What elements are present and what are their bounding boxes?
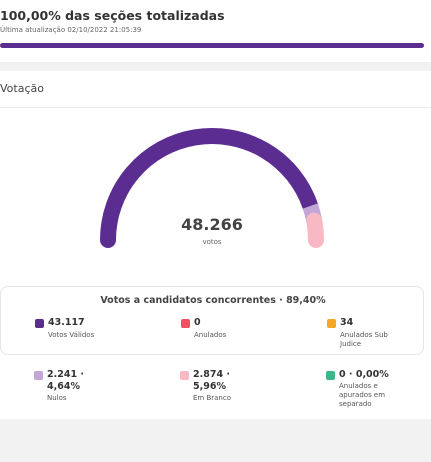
gauge-segment-votos-válidos (100, 128, 319, 248)
swatch-em-branco (180, 371, 189, 380)
swatch-anulados (181, 319, 190, 328)
stat-value-line1: 2.874 · (193, 369, 230, 380)
stat-value: 2.241 · 4,64% (47, 369, 137, 393)
stat-value-line2: 4,64% (47, 381, 80, 392)
stat-label: Anulados e apurados em separado (339, 382, 386, 408)
stat-label: Em Branco (193, 394, 232, 402)
stat-value: 43.117 (48, 317, 85, 328)
stat-label: Anulados Sub Judice (340, 331, 388, 348)
swatch-votos-validos (35, 319, 44, 328)
stat-label: Votos Válidos (48, 331, 95, 339)
stat-value: 2.874 · 5,96% (193, 369, 283, 393)
concorrentes-box: Votos a candidatos concorrentes · 89,40%… (0, 286, 424, 355)
header-panel: 100,00% das seções totalizadas Última at… (0, 0, 431, 62)
stat-label: Anulados (194, 331, 227, 339)
votes-gauge (100, 128, 324, 248)
stat-value-line1: 2.241 · (47, 369, 84, 380)
sections-totalized-title: 100,00% das seções totalizadas (0, 8, 225, 23)
card-divider (0, 107, 431, 108)
votacao-title: Votação (0, 82, 44, 95)
sections-progress-fill (0, 43, 424, 48)
swatch-nulos (34, 371, 43, 380)
stat-value: 0 · 0,00% (339, 369, 429, 381)
swatch-anulados-apurados-separado (326, 371, 335, 380)
stat-label: Nulos (47, 394, 67, 402)
stat-value-line1: 0 · 0,00% (339, 369, 389, 380)
last-update-text: Última atualização 02/10/2022 21:05:39 (0, 26, 142, 34)
stat-value: 34 (340, 317, 354, 328)
total-votes-label: votos (202, 238, 222, 246)
gauge-segment-em-branco (306, 212, 324, 248)
swatch-anulados-sub-judice (327, 319, 336, 328)
page-background (0, 419, 431, 462)
stat-value-line2: 5,96% (193, 381, 226, 392)
concorrentes-title: Votos a candidatos concorrentes · 89,40% (100, 295, 326, 306)
sections-progress-bar (0, 43, 424, 48)
votacao-card: Votação 48.266 votos Votos a candidatos … (0, 71, 431, 419)
total-votes-value: 48.266 (181, 215, 243, 234)
stat-value: 0 (194, 317, 201, 328)
